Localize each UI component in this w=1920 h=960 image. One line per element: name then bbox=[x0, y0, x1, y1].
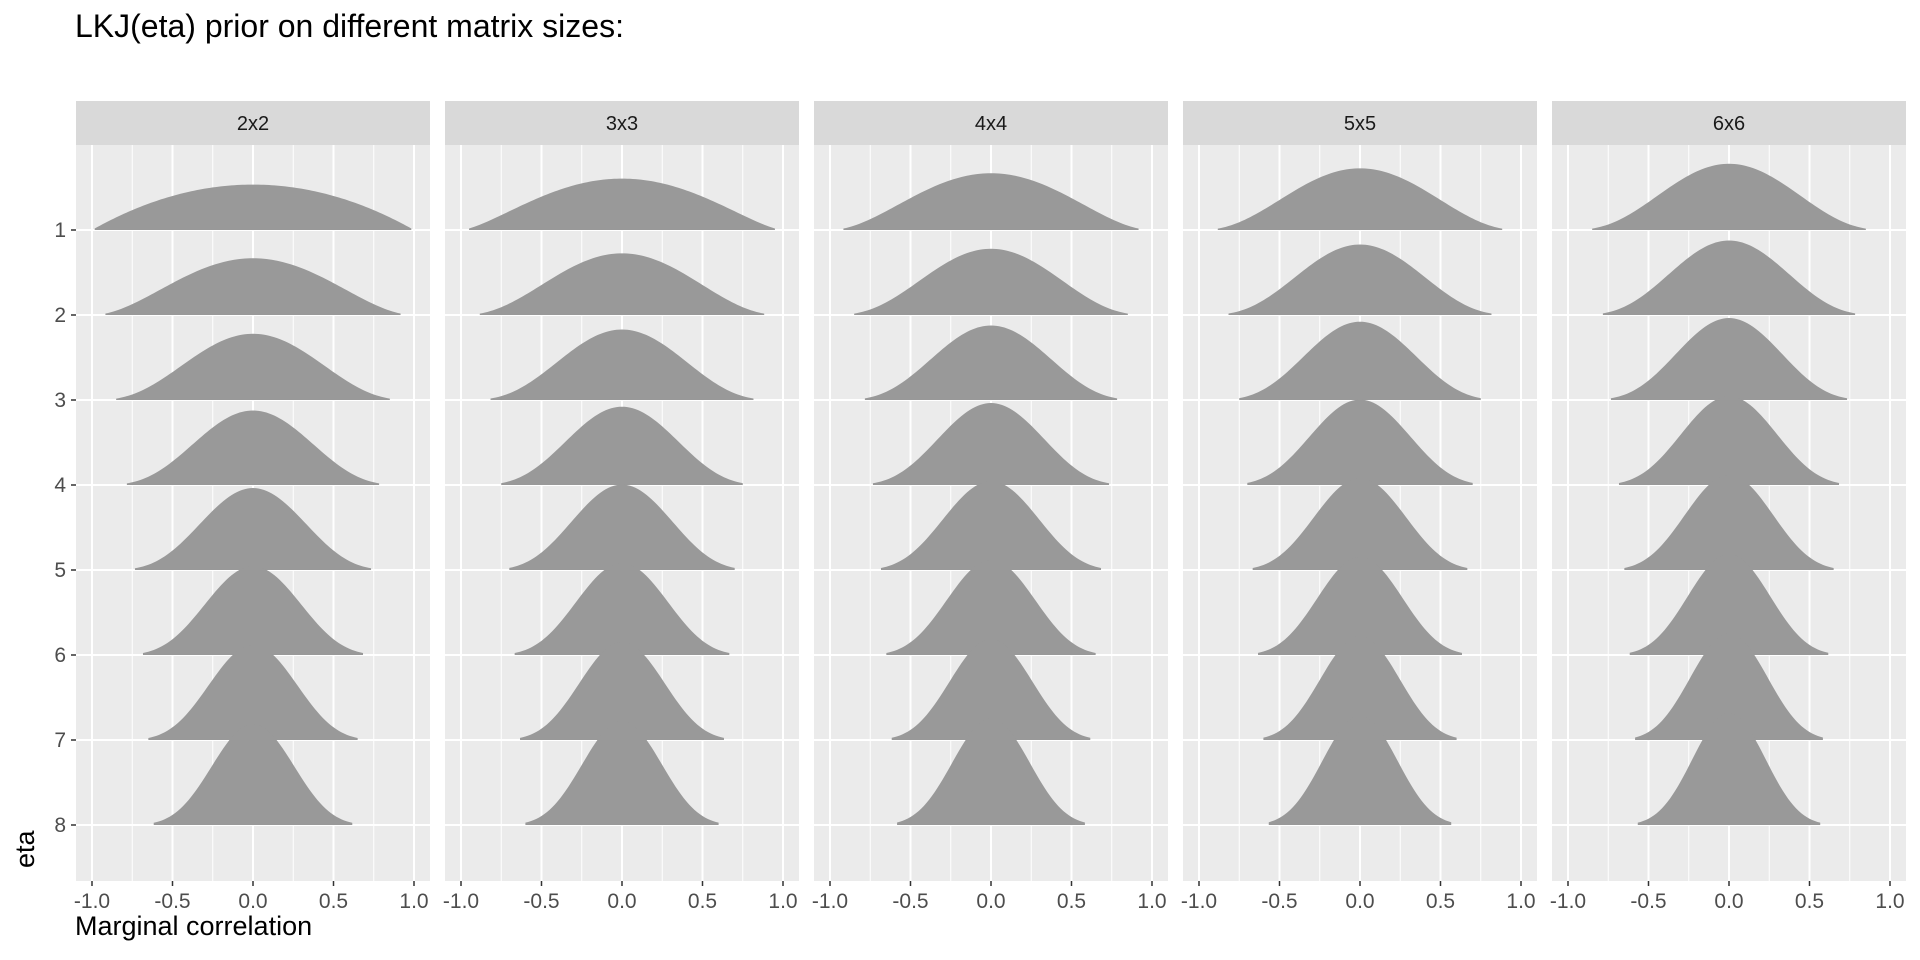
facet-strip-2x2 bbox=[76, 101, 430, 145]
facet-strip-label: 2x2 bbox=[237, 113, 269, 135]
ridge-5x5-eta-3 bbox=[1239, 321, 1481, 400]
facet-strip-5x5 bbox=[1183, 101, 1537, 145]
ridge-6x6-eta-3 bbox=[1610, 318, 1848, 400]
y-tick-label: 6 bbox=[54, 644, 66, 667]
x-tick-label: 0.0 bbox=[607, 890, 636, 913]
facet-strip-label: 4x4 bbox=[975, 113, 1007, 135]
ridge-2x2-eta-7 bbox=[148, 644, 358, 740]
facet-strip-label: 6x6 bbox=[1713, 113, 1745, 135]
ridge-4x4-eta-7 bbox=[891, 638, 1091, 740]
x-tick-label: 0.0 bbox=[1714, 890, 1743, 913]
x-tick-label: 1.0 bbox=[399, 890, 428, 913]
y-tick-label: 3 bbox=[54, 389, 66, 412]
ridge-5x5-eta-2 bbox=[1228, 244, 1492, 315]
y-tick-label: 1 bbox=[54, 219, 66, 242]
x-tick-label: -0.5 bbox=[1261, 890, 1297, 913]
y-axis-label: eta bbox=[10, 830, 40, 868]
ridge-2x2-eta-2 bbox=[105, 258, 401, 315]
ridge-2x2-eta-1 bbox=[94, 184, 412, 230]
x-tick-label: -0.5 bbox=[154, 890, 190, 913]
ridge-4x4-eta-2 bbox=[854, 248, 1128, 315]
ridge-4x4-eta-1 bbox=[843, 173, 1139, 230]
facet-panel-5x5: 5x5 -1.0 -0.5 0.0 0.5 1.0 bbox=[1181, 101, 1537, 913]
x-tick-label: 1.0 bbox=[1875, 890, 1904, 913]
ridge-3x3-eta-2 bbox=[479, 253, 765, 315]
chart-title: LKJ(eta) prior on different matrix sizes… bbox=[75, 8, 624, 44]
facet-strip-4x4 bbox=[814, 101, 1168, 145]
ridge-5x5-eta-5 bbox=[1252, 478, 1468, 570]
x-tick-label: 0.0 bbox=[238, 890, 267, 913]
x-tick-label: 0.0 bbox=[976, 890, 1005, 913]
facet-strip-6x6 bbox=[1552, 101, 1906, 145]
ridge-5x5-eta-4 bbox=[1247, 399, 1473, 485]
facet-panel-3x3: 3x3 -1.0 -0.5 0.0 0.5 1.0 bbox=[443, 101, 799, 913]
y-tick-label: 2 bbox=[54, 304, 66, 327]
x-tick-label: -0.5 bbox=[523, 890, 559, 913]
x-tick-label: 0.5 bbox=[319, 890, 348, 913]
ridge-3x3-eta-7 bbox=[520, 641, 724, 740]
ridge-4x4-eta-5 bbox=[880, 481, 1102, 570]
x-tick-label: -1.0 bbox=[74, 890, 110, 913]
x-tick-label: -1.0 bbox=[1181, 890, 1217, 913]
y-tick-label: 7 bbox=[54, 729, 66, 752]
x-axis-label: Marginal correlation bbox=[75, 911, 313, 941]
x-tick-label: 0.5 bbox=[1426, 890, 1455, 913]
x-tick-label: -0.5 bbox=[892, 890, 928, 913]
ridge-3x3-eta-3 bbox=[490, 329, 754, 400]
ridge-5x5-eta-8 bbox=[1268, 715, 1452, 825]
x-tick-label: -1.0 bbox=[1550, 890, 1586, 913]
facet-panel-4x4: 4x4 -1.0 -0.5 0.0 0.5 1.0 bbox=[812, 101, 1168, 913]
ridge-6x6-eta-6 bbox=[1629, 553, 1829, 655]
ridge-4x4-eta-4 bbox=[872, 403, 1110, 485]
facet-panel-2x2: 2x2 -1.0 -0.5 0.0 0.5 1.0 bbox=[74, 101, 430, 913]
facet-strip-label: 3x3 bbox=[606, 113, 638, 135]
ridge-5x5-eta-6 bbox=[1258, 556, 1462, 655]
x-tick-label: -1.0 bbox=[443, 890, 479, 913]
ridge-4x4-eta-8 bbox=[897, 718, 1085, 825]
ridge-3x3-eta-5 bbox=[509, 484, 735, 570]
ridge-2x2-eta-5 bbox=[134, 488, 372, 570]
ridge-2x2-eta-3 bbox=[116, 333, 390, 400]
x-tick-label: 1.0 bbox=[768, 890, 797, 913]
y-tick-label: 4 bbox=[54, 474, 66, 497]
facet-strip-label: 5x5 bbox=[1344, 113, 1376, 135]
ridge-6x6-eta-8 bbox=[1637, 713, 1821, 825]
facet-strip-3x3 bbox=[445, 101, 799, 145]
ridge-3x3-eta-1 bbox=[469, 178, 775, 230]
ridge-6x6-eta-2 bbox=[1602, 240, 1856, 315]
ridge-3x3-eta-6 bbox=[514, 563, 730, 655]
x-tick-label: 0.0 bbox=[1345, 890, 1374, 913]
ridge-3x3-eta-8 bbox=[525, 721, 719, 825]
x-tick-label: 0.5 bbox=[688, 890, 717, 913]
y-tick-label: 5 bbox=[54, 559, 66, 582]
ridge-2x2-eta-6 bbox=[142, 566, 364, 655]
ridge-6x6-eta-5 bbox=[1624, 474, 1834, 570]
facet-panel-6x6: 6x6 -1.0 -0.5 0.0 0.5 1.0 bbox=[1550, 101, 1906, 913]
x-tick-label: 1.0 bbox=[1506, 890, 1535, 913]
ridge-2x2-eta-4 bbox=[126, 410, 380, 485]
ridge-4x4-eta-3 bbox=[864, 325, 1118, 400]
x-tick-label: 0.5 bbox=[1795, 890, 1824, 913]
y-tick-label: 8 bbox=[54, 814, 66, 837]
ridge-5x5-eta-7 bbox=[1263, 636, 1457, 740]
x-tick-label: -1.0 bbox=[812, 890, 848, 913]
x-tick-label: -0.5 bbox=[1630, 890, 1666, 913]
ridge-5x5-eta-1 bbox=[1217, 168, 1503, 230]
x-tick-label: 1.0 bbox=[1137, 890, 1166, 913]
ridge-6x6-eta-1 bbox=[1592, 163, 1866, 230]
ridge-6x6-eta-4 bbox=[1618, 396, 1840, 485]
x-tick-label: 0.5 bbox=[1057, 890, 1086, 913]
ridge-4x4-eta-6 bbox=[886, 559, 1096, 655]
ridge-2x2-eta-8 bbox=[153, 723, 353, 825]
ridge-3x3-eta-4 bbox=[501, 406, 743, 485]
ridge-6x6-eta-7 bbox=[1635, 633, 1823, 740]
